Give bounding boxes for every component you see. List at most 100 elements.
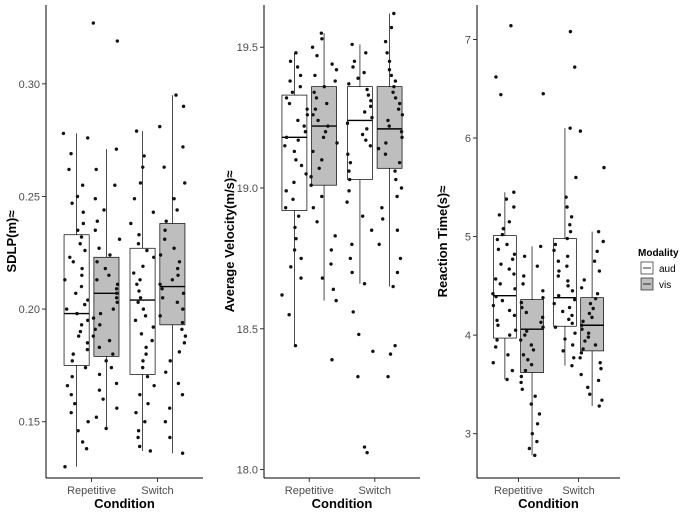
data-point <box>522 254 527 258</box>
data-point <box>164 370 168 374</box>
data-point <box>299 276 303 280</box>
data-point <box>114 296 119 300</box>
data-point <box>86 136 90 140</box>
y-tick-label: 3 <box>465 429 471 441</box>
data-point <box>180 320 185 325</box>
data-point <box>143 314 148 318</box>
data-point <box>86 419 90 424</box>
legend-key-vis: vis <box>640 277 671 291</box>
data-point <box>183 181 187 185</box>
data-point <box>377 242 381 247</box>
data-point <box>299 163 304 168</box>
data-point <box>365 450 369 455</box>
data-point <box>520 387 524 392</box>
data-point <box>97 246 101 250</box>
data-point <box>505 242 509 247</box>
data-point <box>296 214 301 218</box>
box-vis-switch <box>158 93 188 455</box>
data-point <box>85 347 90 352</box>
data-point <box>115 406 119 410</box>
data-point <box>180 451 185 455</box>
data-point <box>315 53 319 58</box>
data-point <box>69 392 73 397</box>
y-tick-label: 6 <box>465 133 471 145</box>
data-point <box>94 415 99 419</box>
box-iqr <box>553 238 577 327</box>
data-point <box>134 129 139 133</box>
data-point <box>523 368 528 373</box>
data-point <box>330 62 334 66</box>
data-point <box>571 343 575 347</box>
data-point <box>163 228 167 232</box>
data-point <box>395 194 399 199</box>
data-point <box>158 124 162 129</box>
data-point <box>283 206 288 210</box>
data-point <box>183 334 188 338</box>
data-point <box>346 152 350 156</box>
data-point <box>305 107 309 111</box>
data-point <box>97 388 102 392</box>
data-point <box>75 311 79 316</box>
data-point <box>98 311 103 316</box>
data-point <box>287 101 292 106</box>
data-point <box>369 99 373 103</box>
data-point <box>176 273 180 277</box>
data-point <box>520 305 524 310</box>
data-point <box>134 410 138 415</box>
data-point <box>557 269 561 273</box>
data-point <box>395 228 400 232</box>
data-point <box>364 51 368 55</box>
data-point <box>160 296 165 300</box>
data-point <box>593 296 598 301</box>
data-point <box>371 349 375 353</box>
data-point <box>158 253 163 257</box>
data-point <box>579 351 584 355</box>
data-point <box>293 225 297 230</box>
data-point <box>283 144 287 148</box>
data-point <box>141 165 145 169</box>
data-point <box>586 331 591 335</box>
data-point <box>180 327 184 332</box>
data-point <box>580 327 584 331</box>
data-point <box>168 359 172 363</box>
data-point <box>296 118 300 123</box>
box-aud-switch <box>129 129 156 453</box>
data-point <box>145 374 150 379</box>
data-point <box>535 439 539 444</box>
data-point <box>531 348 536 352</box>
data-point <box>345 200 349 204</box>
data-point <box>519 380 523 385</box>
data-point <box>397 101 402 106</box>
data-point <box>334 298 338 303</box>
data-point <box>529 402 533 406</box>
data-point <box>175 266 180 271</box>
data-point <box>309 183 313 187</box>
data-point <box>95 219 100 223</box>
box-vis-switch <box>376 11 405 379</box>
data-point <box>299 256 303 261</box>
data-point <box>505 377 509 382</box>
data-point <box>365 127 369 131</box>
data-point <box>326 124 330 128</box>
data-point <box>135 282 139 286</box>
data-point <box>329 248 334 252</box>
legend-key-aud: aud <box>640 261 676 275</box>
panel-average-velocity: 18.0 18.5 19.0 19.5 Repetitive SwitchConditio… <box>222 5 420 511</box>
data-point <box>114 381 119 386</box>
data-point <box>86 298 90 302</box>
data-point <box>331 287 336 292</box>
data-point <box>136 435 140 440</box>
data-point <box>369 228 374 232</box>
data-point <box>108 253 112 257</box>
data-point <box>132 197 137 201</box>
data-point <box>174 93 178 97</box>
data-point <box>533 394 537 398</box>
data-point <box>136 429 141 433</box>
legend-label-aud: aud <box>659 264 676 275</box>
data-point <box>570 363 574 368</box>
data-point <box>593 343 598 347</box>
data-point <box>111 352 115 356</box>
data-point <box>129 221 133 226</box>
data-point <box>586 385 590 390</box>
